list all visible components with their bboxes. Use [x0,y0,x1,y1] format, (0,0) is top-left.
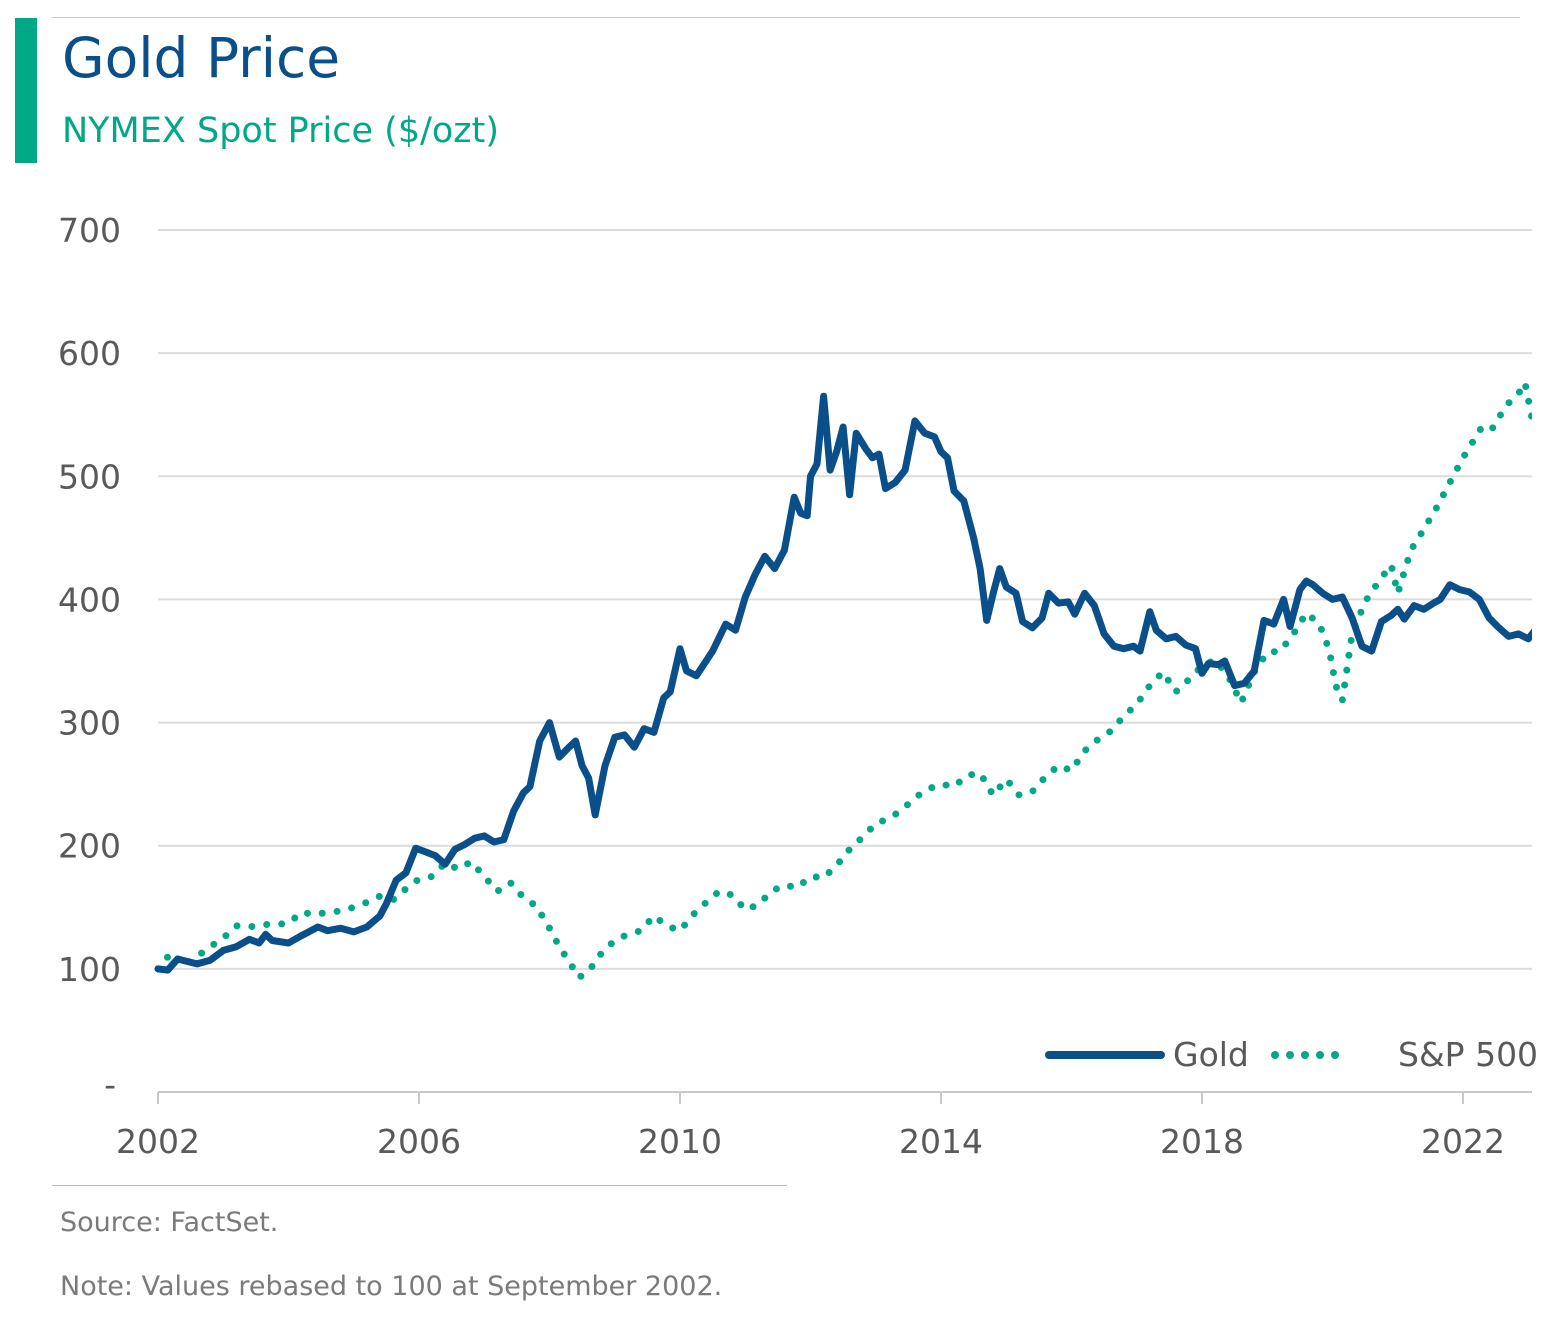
legend-gold-label: Gold [1173,1035,1249,1074]
x-tick-label: 2002 [116,1122,200,1161]
y-tick-label: 200 [58,827,121,866]
series-gold-line [154,392,1532,974]
title-accent-bar [15,18,37,163]
legend-sp500-label: S&P 500 [1398,1035,1538,1074]
y-tick-label: 300 [58,704,121,743]
y-tick-label: - [104,1065,116,1104]
rebase-note: Note: Values rebased to 100 at September… [60,1271,723,1302]
chart-subtitle: NYMEX Spot Price ($/ozt) [62,111,500,151]
series-sp500-line [154,371,1532,983]
top-divider [52,17,1520,18]
source-note: Source: FactSet. [60,1207,279,1238]
x-tick-label: 2014 [899,1122,983,1161]
x-tick-label: 2006 [377,1122,461,1161]
chart-title: Gold Price [62,26,341,90]
x-tick-label: 2022 [1421,1122,1505,1161]
y-tick-label: 600 [58,334,121,373]
x-tick-label: 2010 [638,1122,722,1161]
footer-divider [52,1185,787,1186]
y-tick-label: 400 [58,580,121,619]
y-tick-label: 700 [58,211,121,250]
y-tick-label: 100 [58,950,121,989]
x-tick-label: 2018 [1160,1122,1244,1161]
y-tick-label: 500 [58,457,121,496]
